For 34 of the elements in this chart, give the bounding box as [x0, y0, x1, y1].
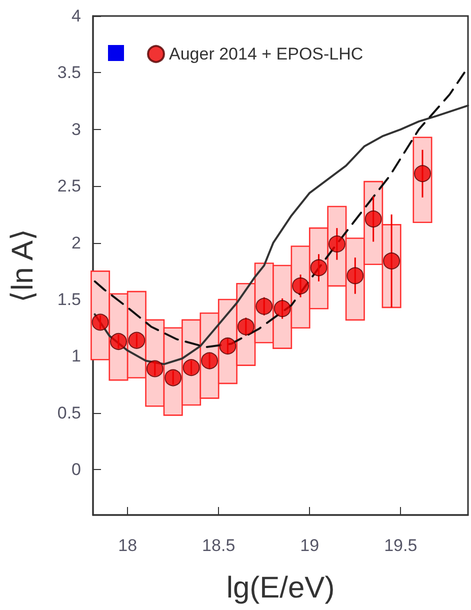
y-axis-title: ⟨ln A⟩	[6, 228, 40, 303]
y-tick-label: 4	[72, 6, 81, 26]
point	[182, 359, 200, 376]
x-tick-label: 19.5	[384, 536, 418, 555]
y-tick-label: 3.5	[57, 63, 81, 82]
point	[219, 338, 236, 355]
point	[414, 165, 431, 182]
legend-label: Auger 2014 + EPOS-LHC	[169, 44, 364, 64]
x-tick-label: 19	[300, 536, 320, 555]
y-tick-label: 3	[72, 120, 81, 139]
y-tick-label: 0.5	[57, 403, 81, 422]
point	[292, 277, 310, 294]
y-tick-label: 0	[72, 460, 81, 480]
point	[256, 298, 273, 315]
point	[274, 300, 291, 318]
point	[146, 360, 164, 378]
x-tick-label: 18.5	[202, 536, 236, 555]
point	[92, 314, 109, 331]
point	[364, 210, 382, 228]
point	[346, 267, 364, 284]
point	[383, 252, 400, 270]
x-axis-title: lg(E/eV)	[226, 572, 335, 604]
y-tick-label: 1	[72, 346, 81, 366]
x-tick-label: 18	[118, 536, 138, 555]
point	[237, 318, 254, 336]
point	[310, 259, 328, 276]
point	[164, 369, 182, 386]
y-tick-label: 2	[72, 233, 81, 252]
point	[328, 235, 346, 252]
point	[128, 332, 146, 349]
y-tick-label: 2.5	[57, 176, 81, 196]
point	[110, 332, 127, 350]
y-tick-label: 1.5	[57, 290, 81, 310]
point	[201, 352, 218, 370]
